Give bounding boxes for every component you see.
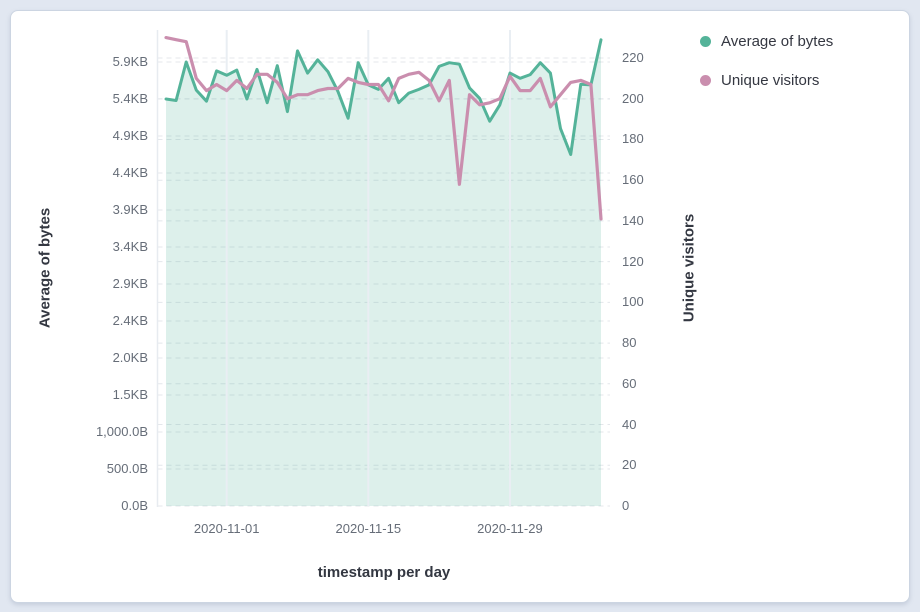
legend-item-unique-visitors[interactable]: Unique visitors <box>700 66 833 94</box>
legend: Average of bytes Unique visitors <box>700 27 833 105</box>
x-axis-title: timestamp per day <box>317 564 451 581</box>
left-axis-tick-label: 0.0B <box>121 498 148 513</box>
series-dot-icon <box>700 74 711 86</box>
left-axis-title: Average of bytes <box>36 207 54 329</box>
series-dot-icon <box>700 35 711 47</box>
right-axis-tick-label: 60 <box>622 375 637 391</box>
legend-label-unique-visitors: Unique visitors <box>721 71 820 89</box>
right-axis-tick-label: 220 <box>622 50 644 65</box>
legend-item-average-of-bytes[interactable]: Average of bytes <box>700 27 833 55</box>
x-axis-tick-label: 2020-11-01 <box>193 521 260 536</box>
x-axis-tick-label: 2020-11-15 <box>335 521 402 536</box>
left-axis-tick-label: 2.4KB <box>112 313 148 328</box>
left-axis-tick-label: 2.0KB <box>112 350 148 365</box>
right-axis-tick-label: 160 <box>622 172 644 188</box>
left-axis-tick-label: 3.9KB <box>112 202 148 217</box>
x-axis-tick-label: 2020-11-29 <box>477 521 543 536</box>
left-axis-tick-label: 1.5KB <box>112 387 148 402</box>
right-axis-tick-label: 120 <box>622 253 644 269</box>
left-axis-tick-label: 5.9KB <box>112 54 148 69</box>
right-axis-tick-label: 100 <box>622 294 644 310</box>
left-axis-tick-label: 2.9KB <box>112 276 148 291</box>
right-axis-tick-label: 40 <box>622 416 637 432</box>
right-axis-tick-label: 0 <box>622 498 630 513</box>
right-axis-title: Unique visitors <box>680 213 698 323</box>
left-axis-tick-label: 4.4KB <box>112 165 148 180</box>
left-axis-tick-label: 1,000.0B <box>95 424 148 439</box>
right-axis-tick-label: 140 <box>622 212 644 228</box>
left-axis-tick-label: 3.4KB <box>112 239 148 254</box>
right-axis-tick-label: 180 <box>622 131 644 147</box>
left-axis-tick-label: 4.9KB <box>112 128 148 143</box>
legend-label-average-of-bytes: Average of bytes <box>721 32 834 50</box>
right-axis-tick-label: 20 <box>622 457 637 473</box>
right-axis-tick-label: 80 <box>622 335 637 351</box>
left-axis-tick-label: 500.0B <box>106 461 148 476</box>
right-axis-tick-label: 200 <box>622 90 644 106</box>
left-axis-tick-label: 5.4KB <box>112 91 148 106</box>
